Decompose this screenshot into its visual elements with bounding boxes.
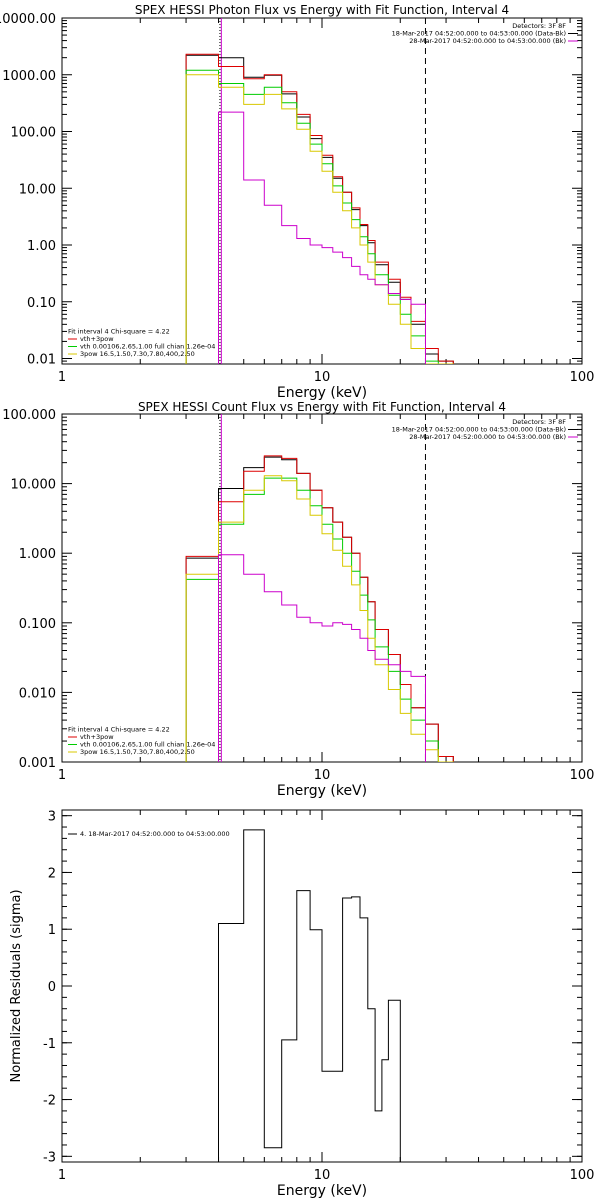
y-tick-label: -3 <box>43 1150 56 1165</box>
x-tick-label: 100 <box>570 768 595 783</box>
y-tick-label: 1 <box>48 923 56 938</box>
x-tick-label: 1 <box>58 768 66 783</box>
legend-entry: 4. 18-Mar-2017 04:52:00.000 to 04:53:00.… <box>80 830 230 838</box>
x-axis-label: Energy (keV) <box>277 385 367 401</box>
chart-panel-1: 1 10 100 0.01 0.10 1.00 10.00 100.00 1000.00 1000… <box>0 3 594 401</box>
x-tick-label: 1 <box>58 370 66 385</box>
legend-entry: Fit interval 4 Chi-square = 4.22 <box>68 328 170 336</box>
legend-entry: 28-Mar-2017 04:52:00.000 to 04:53:00.000… <box>409 37 566 45</box>
y-tick-label: 0 <box>48 980 56 995</box>
x-axis-label: Energy (keV) <box>277 1183 367 1199</box>
series-line-1 <box>185 54 454 364</box>
y-tick-label: 1.00 <box>27 239 56 254</box>
y-tick-label: 10000.00 <box>0 12 56 27</box>
plot-frame <box>61 413 583 763</box>
legend-entry: Detectors: 3F 8F <box>512 418 566 426</box>
series-line-4 <box>185 74 454 364</box>
y-tick-label: 3 <box>48 810 56 825</box>
legend-entry: vth 0.00106,2.65,1.00 full chian 1.26e-0… <box>80 741 215 749</box>
y-tick-label: 100.00 <box>11 126 57 141</box>
y-axis-label: Normalized Residuals (sigma) <box>9 889 24 1082</box>
y-tick-label: 1000.00 <box>2 69 56 84</box>
series-line-2 <box>185 455 454 762</box>
legend-entry: Detectors: 3F 8F <box>512 22 566 30</box>
plot-area <box>185 414 454 762</box>
legend-entry: 18-Mar-2017 04:52:00.000 to 04:53:00.000… <box>392 30 566 38</box>
series-line-1 <box>218 829 401 1162</box>
y-tick-label: 100.000 <box>2 408 56 423</box>
legend-entry: Fit interval 4 Chi-square = 4.22 <box>68 726 170 734</box>
legend-entry: 18-Mar-2017 04:52:00.000 to 04:53:00.000… <box>392 426 566 434</box>
y-tick-label: 10.00 <box>19 182 56 197</box>
plot-area <box>185 18 454 364</box>
y-tick-label: -1 <box>43 1037 56 1052</box>
y-tick-label: 10.000 <box>11 478 57 493</box>
x-tick-label: 100 <box>570 370 595 385</box>
y-tick-label: 0.10 <box>27 296 56 311</box>
x-tick-label: 10 <box>314 1168 331 1183</box>
y-tick-label: 2 <box>48 866 56 881</box>
legend-entry: vth 0.00106,2.65,1.00 full chian 1.26e-0… <box>80 343 215 351</box>
series-line-4 <box>185 475 454 762</box>
chart-panel-2: 1 10 100 0.001 0.010 0.100 1.000 10.000 100.000 S… <box>2 400 594 799</box>
y-tick-label: 0.01 <box>27 353 56 368</box>
x-tick-label: 1 <box>58 1168 66 1183</box>
legend-entry: vth+3pow <box>80 733 114 741</box>
x-axis-label: Energy (keV) <box>277 783 367 799</box>
chart-title: SPEX HESSI Photon Flux vs Energy with Fi… <box>135 3 509 17</box>
series-line-5 <box>218 111 426 364</box>
series-line-2 <box>185 53 454 364</box>
x-tick-label: 100 <box>570 1168 595 1183</box>
y-tick-label: 0.100 <box>19 617 56 632</box>
x-tick-label: 10 <box>314 370 331 385</box>
chart-title: SPEX HESSI Count Flux vs Energy with Fit… <box>138 400 506 414</box>
plot-frame <box>61 17 583 365</box>
chart-panel-3: 1 10 100 -3 -2 -1 0 1 2 3 Energy (keV) Normalized R… <box>9 809 595 1199</box>
legend-entry: 3pow 16.5,1.50,7.30,7.80,400,2.50 <box>80 350 195 358</box>
series-line-5 <box>218 554 426 762</box>
legend-entry: vth+3pow <box>80 335 114 343</box>
y-tick-label: 1.000 <box>19 547 56 562</box>
legend-entry: 28-Mar-2017 04:52:00.000 to 04:53:00.000… <box>409 433 566 441</box>
y-tick-label: 0.010 <box>19 686 56 701</box>
y-tick-label: 0.001 <box>19 756 56 771</box>
y-tick-label: -2 <box>43 1094 56 1109</box>
legend-entry: 3pow 16.5,1.50,7.30,7.80,400,2.50 <box>80 748 195 756</box>
plot-area <box>218 829 401 1162</box>
x-tick-label: 10 <box>314 768 331 783</box>
